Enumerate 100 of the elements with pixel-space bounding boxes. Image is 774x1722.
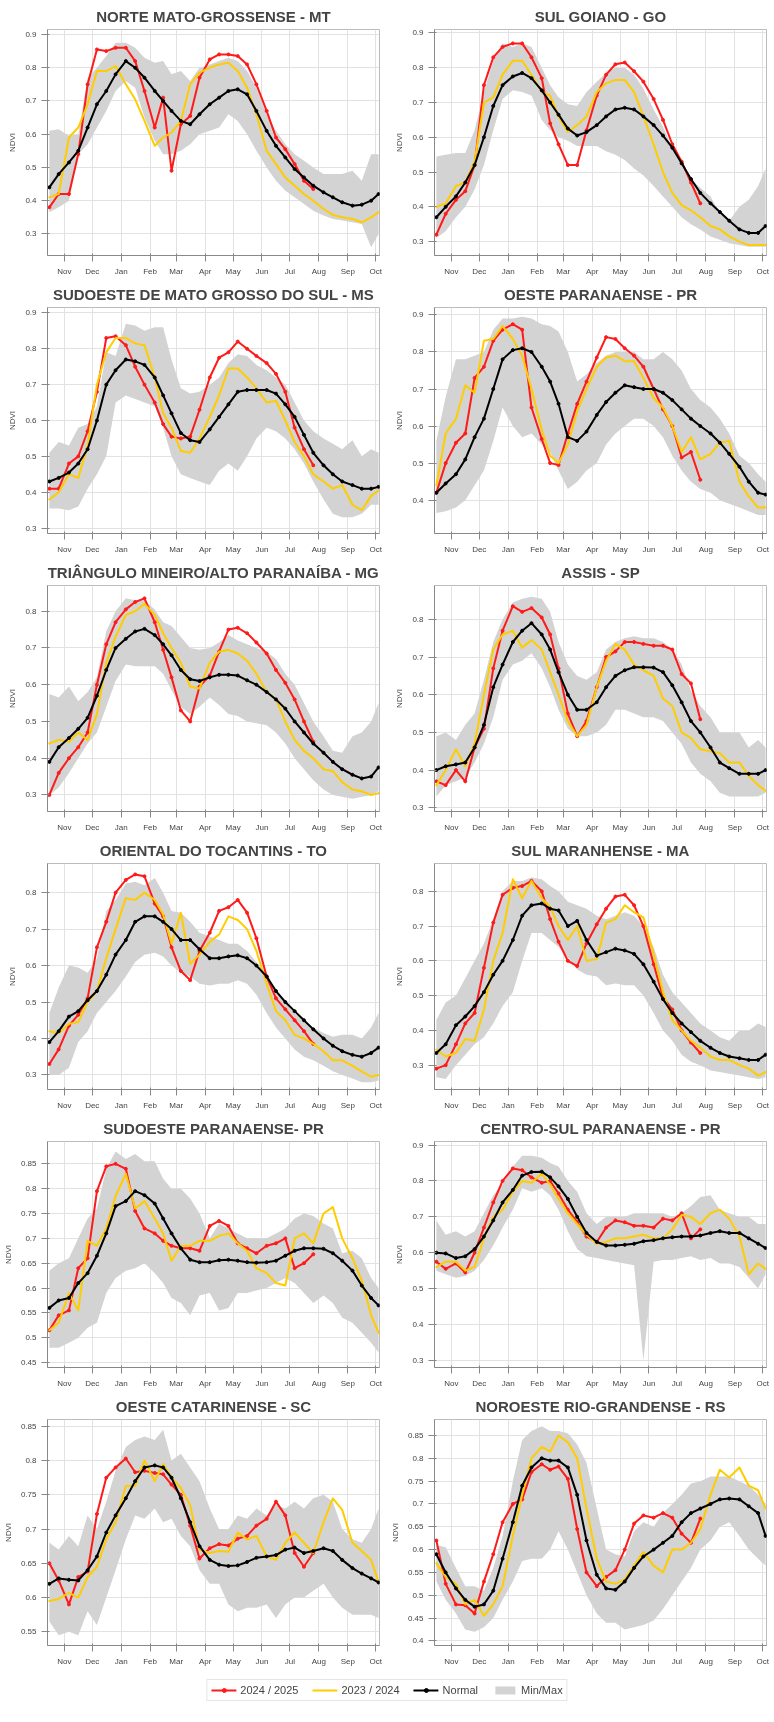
y-axis-title: NDVI — [8, 966, 18, 987]
x-tick-label: Jul — [671, 1378, 683, 1388]
y-tick-label: 0.75 — [407, 1476, 425, 1486]
x-tick-label: Jun — [642, 544, 656, 554]
y-tick-label: 0.5 — [25, 716, 38, 726]
x-tick-label: Nov — [57, 544, 72, 554]
x-tick-label: Sep — [727, 544, 743, 554]
x-tick-label: Mar — [169, 1378, 184, 1388]
y-tick-label: 0.5 — [412, 991, 425, 1001]
x-tick-label: Mar — [169, 1100, 184, 1110]
y-tick-label: 0.4 — [412, 765, 425, 775]
chart-title: NOROESTE RIO-GRANDENSE - RS — [475, 1397, 726, 1415]
x-tick-label: Oct — [756, 1378, 770, 1388]
x-tick-label: Aug — [311, 1100, 326, 1110]
y-tick-label: 0.55 — [407, 1567, 425, 1577]
y-tick-label: 0.7 — [412, 384, 425, 394]
x-tick-label: Dec — [85, 544, 100, 554]
chart-title: ASSIS - SP — [561, 563, 640, 581]
x-tick-label: May — [612, 544, 628, 554]
y-tick-label: 0.6 — [25, 1593, 38, 1603]
x-tick-label: Sep — [727, 1656, 743, 1666]
x-tick-label: Jul — [671, 544, 683, 554]
x-tick-label: Jun — [255, 266, 269, 276]
x-tick-label: Jan — [114, 1656, 128, 1666]
y-tick-label: 0.8 — [412, 1453, 425, 1463]
x-tick-label: Jun — [255, 1378, 269, 1388]
x-tick-label: Dec — [472, 544, 487, 554]
y-tick-label: 0.3 — [412, 1355, 425, 1365]
x-tick-label: Jan — [114, 266, 128, 276]
x-tick-label: Jul — [671, 1656, 683, 1666]
y-tick-label: 0.5 — [412, 458, 425, 468]
x-tick-label: Jul — [671, 266, 683, 276]
x-tick-label: Nov — [57, 1656, 72, 1666]
x-tick-label: Dec — [472, 822, 487, 832]
x-tick-label: May — [612, 1656, 628, 1666]
x-tick-label: Jan — [114, 544, 128, 554]
x-tick-label: Jun — [642, 1100, 656, 1110]
x-tick-label: Aug — [311, 544, 326, 554]
y-tick-label: 0.5 — [412, 727, 425, 737]
x-tick-label: Jun — [642, 1656, 656, 1666]
x-tick-label: May — [612, 1100, 628, 1110]
y-axis-title: NDVI — [8, 688, 18, 709]
y-axis-title: NDVI — [395, 1244, 405, 1265]
x-tick-label: Aug — [698, 1100, 713, 1110]
x-tick-label: Aug — [311, 266, 326, 276]
y-tick-label: 0.3 — [25, 229, 38, 239]
x-tick-label: Jan — [501, 1378, 515, 1388]
y-tick-label: 0.9 — [412, 28, 425, 38]
y-tick-label: 0.75 — [20, 1490, 38, 1500]
y-tick-label: 0.4 — [25, 753, 38, 763]
y-tick-label: 0.3 — [412, 1060, 425, 1070]
x-tick-label: Apr — [198, 1656, 212, 1666]
y-tick-label: 0.6 — [25, 961, 38, 971]
y-tick-label: 0.85 — [20, 1159, 38, 1169]
x-tick-label: Jun — [255, 822, 269, 832]
y-tick-label: 0.5 — [25, 162, 38, 172]
x-tick-label: Apr — [585, 1100, 599, 1110]
y-axis-title: NDVI — [8, 132, 18, 153]
x-tick-label: Jan — [501, 266, 515, 276]
x-tick-label: Jul — [284, 266, 296, 276]
x-tick-label: Mar — [556, 822, 571, 832]
x-tick-label: Nov — [57, 266, 72, 276]
x-tick-label: Apr — [585, 266, 599, 276]
x-tick-label: Dec — [85, 266, 100, 276]
y-tick-label: 0.6 — [25, 416, 38, 425]
x-tick-label: May — [225, 266, 241, 276]
x-tick-label: Jan — [501, 1656, 515, 1666]
y-tick-label: 0.5 — [25, 451, 38, 461]
x-tick-label: Nov — [444, 266, 459, 276]
x-tick-label: Jun — [642, 266, 656, 276]
x-tick-label: Jun — [255, 544, 269, 554]
chart-title: OESTE PARANAENSE - PR — [503, 285, 698, 303]
x-tick-label: Oct — [369, 822, 383, 832]
y-tick-label: 0.6 — [412, 1545, 425, 1555]
y-tick-label: 0.4 — [25, 196, 38, 206]
x-tick-label: Aug — [311, 1656, 326, 1666]
y-tick-label: 0.8 — [25, 63, 38, 73]
x-tick-label: Apr — [198, 544, 212, 554]
x-tick-label: Dec — [472, 1656, 487, 1666]
x-tick-label: Jan — [501, 822, 515, 832]
y-tick-label: 0.3 — [25, 523, 38, 533]
y-tick-label: 0.55 — [20, 1308, 38, 1318]
chart-title: SUL MARANHENSE - MA — [511, 841, 690, 859]
x-tick-label: Oct — [369, 1378, 383, 1388]
y-tick-label: 0.4 — [412, 1319, 425, 1329]
chart-title: SUDOESTE PARANAENSE- PR — [103, 1119, 324, 1137]
x-tick-label: Jan — [501, 544, 515, 554]
y-axis-title: NDVI — [395, 410, 405, 431]
y-tick-label: 0.4 — [412, 1636, 425, 1646]
y-tick-label: 0.65 — [20, 1258, 38, 1268]
x-tick-label: Oct — [369, 1656, 383, 1666]
legend-label: 2023 / 2024 — [341, 1684, 400, 1696]
x-tick-label: Mar — [169, 544, 184, 554]
y-tick-label: 0.3 — [25, 790, 38, 800]
x-tick-label: Nov — [444, 822, 459, 832]
chart-title: TRIÂNGULO MINEIRO/ALTO PARANAÍBA - MG — [47, 563, 379, 581]
legend-label: Normal — [442, 1684, 479, 1696]
x-tick-label: Feb — [530, 266, 545, 276]
y-tick-label: 0.9 — [25, 29, 38, 39]
x-tick-label: Apr — [198, 1378, 212, 1388]
